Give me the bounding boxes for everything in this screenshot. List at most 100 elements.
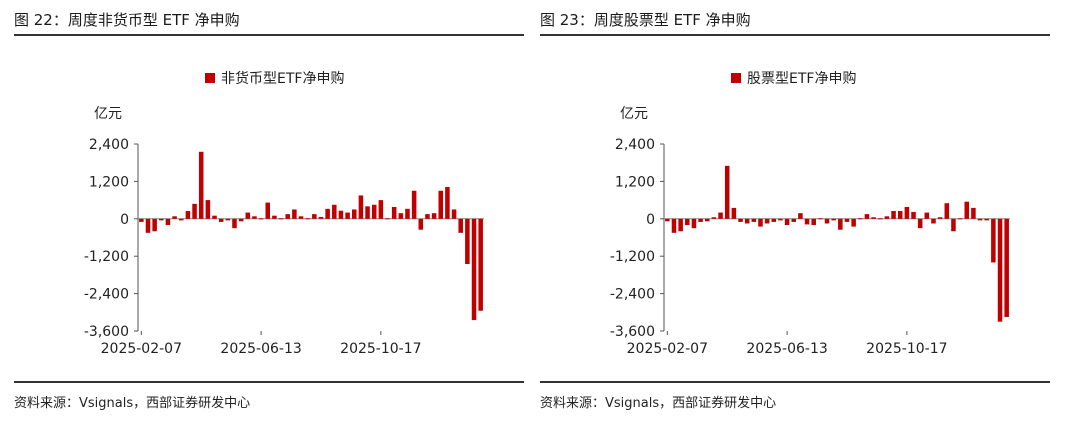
bar xyxy=(205,200,211,219)
bar xyxy=(272,215,277,219)
bar xyxy=(418,218,424,230)
bar xyxy=(152,218,157,232)
source-note: 资料来源：Vsignals，西部证券研发中心 xyxy=(14,396,251,411)
legend-swatch xyxy=(731,73,741,83)
y-tick-label: -2,400 xyxy=(84,287,129,303)
legend-swatch xyxy=(205,73,215,83)
bar xyxy=(451,209,457,219)
bar xyxy=(758,218,763,227)
y-tick-label: 2,400 xyxy=(615,137,655,153)
bar xyxy=(192,203,197,219)
bar xyxy=(957,218,963,220)
bar xyxy=(351,209,357,219)
source-rule xyxy=(14,381,524,383)
bar xyxy=(811,218,816,226)
x-tick-label: 2025-06-13 xyxy=(220,341,301,357)
x-tick-label: 2025-02-07 xyxy=(101,341,182,357)
bar xyxy=(738,218,743,222)
bar xyxy=(305,218,310,220)
bar xyxy=(744,218,750,224)
bar xyxy=(924,212,930,219)
y-tick-label: -1,200 xyxy=(610,249,655,265)
bar xyxy=(312,214,317,219)
x-tick-label: 2025-06-13 xyxy=(746,341,827,357)
x-tick-label: 2025-02-07 xyxy=(627,341,708,357)
bar xyxy=(711,217,717,219)
bar xyxy=(671,218,677,233)
bar xyxy=(877,218,883,220)
y-tick-label: 0 xyxy=(646,212,655,228)
bar xyxy=(778,218,783,221)
y-tick-label: 1,200 xyxy=(89,174,129,190)
y-axis-unit-label: 亿元 xyxy=(620,106,648,122)
bar xyxy=(245,212,251,219)
bar xyxy=(731,207,737,219)
title-rule xyxy=(14,34,524,36)
bar xyxy=(159,218,164,221)
bar xyxy=(964,201,970,219)
bar xyxy=(858,218,863,220)
panel-stock-etf: 图 23：周度股票型 ETF 净申购 股票型ETF净申购 亿元 2,400 1,200… xyxy=(540,0,1050,436)
bar xyxy=(997,218,1003,322)
bar xyxy=(318,216,324,219)
figure-title: 图 23：周度股票型 ETF 净申购 xyxy=(540,11,751,29)
bar xyxy=(332,204,337,219)
bar xyxy=(398,213,404,219)
bar xyxy=(911,211,916,219)
bar xyxy=(378,200,384,219)
bar xyxy=(798,213,803,219)
bar xyxy=(1004,218,1009,317)
bar xyxy=(951,218,956,232)
bar xyxy=(784,218,790,226)
bar xyxy=(791,218,797,222)
bar xyxy=(931,218,936,224)
bar xyxy=(258,218,264,220)
bar xyxy=(252,216,257,219)
bar xyxy=(465,218,470,264)
bar xyxy=(165,218,171,226)
bar xyxy=(391,206,397,219)
bar xyxy=(904,206,910,219)
bar xyxy=(838,218,843,230)
bar xyxy=(471,218,477,321)
bar xyxy=(884,216,890,219)
bar xyxy=(977,218,983,221)
bar xyxy=(804,218,810,225)
bar xyxy=(218,218,224,222)
bar xyxy=(172,216,177,219)
bar xyxy=(971,207,976,219)
bar xyxy=(385,218,390,220)
bar xyxy=(285,214,290,219)
y-tick-label: -1,200 xyxy=(84,249,129,265)
x-tick-label: 2025-10-17 xyxy=(866,341,947,357)
bar xyxy=(944,203,950,219)
y-tick-label: -3,600 xyxy=(84,324,129,340)
bar xyxy=(844,218,850,222)
bar xyxy=(458,218,463,233)
y-tick-label: 0 xyxy=(120,212,129,228)
bar xyxy=(724,165,730,219)
bar xyxy=(265,202,271,219)
bar xyxy=(411,190,417,219)
bar xyxy=(198,151,204,219)
bar xyxy=(937,217,943,219)
bar xyxy=(685,218,690,226)
bar xyxy=(298,216,304,219)
bar xyxy=(691,218,697,229)
bar xyxy=(718,212,723,219)
bar xyxy=(698,218,703,222)
bar xyxy=(145,218,151,233)
figure-title: 图 22：周度非货币型 ETF 净申购 xyxy=(14,11,240,29)
y-tick-label: -3,600 xyxy=(610,324,655,340)
y-tick-label: 2,400 xyxy=(89,137,129,153)
bar xyxy=(478,218,483,311)
bar xyxy=(238,218,244,222)
title-rule xyxy=(540,34,1050,36)
bar xyxy=(751,218,757,222)
bar xyxy=(991,218,996,263)
bar xyxy=(212,215,217,219)
bar xyxy=(225,218,231,221)
x-tick-label: 2025-10-17 xyxy=(340,341,421,357)
bar xyxy=(232,218,237,229)
